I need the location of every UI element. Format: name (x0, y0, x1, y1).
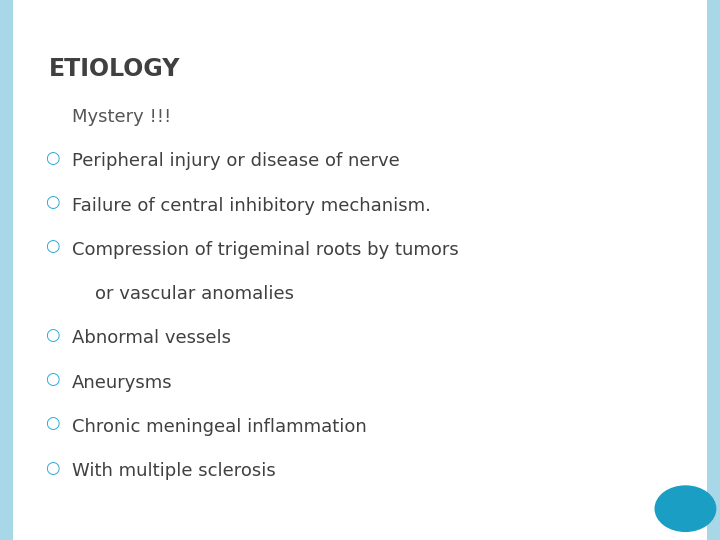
Text: ○: ○ (45, 458, 60, 477)
Text: ○: ○ (45, 237, 60, 255)
Text: ○: ○ (45, 370, 60, 388)
Text: With multiple sclerosis: With multiple sclerosis (72, 462, 276, 480)
Text: Aneurysms: Aneurysms (72, 374, 173, 391)
FancyBboxPatch shape (0, 0, 13, 540)
Text: Mystery !!!: Mystery !!! (49, 108, 171, 126)
Text: ○: ○ (45, 148, 60, 167)
Text: Abnormal vessels: Abnormal vessels (72, 329, 231, 347)
Text: ○: ○ (45, 193, 60, 211)
Text: ○: ○ (45, 414, 60, 433)
Text: Peripheral injury or disease of nerve: Peripheral injury or disease of nerve (72, 152, 400, 170)
Text: or vascular anomalies: or vascular anomalies (72, 285, 294, 303)
Text: Compression of trigeminal roots by tumors: Compression of trigeminal roots by tumor… (72, 241, 459, 259)
Circle shape (655, 486, 716, 531)
FancyBboxPatch shape (707, 0, 720, 540)
Text: Failure of central inhibitory mechanism.: Failure of central inhibitory mechanism. (72, 197, 431, 214)
Text: Chronic meningeal inflammation: Chronic meningeal inflammation (72, 418, 366, 436)
Text: ○: ○ (45, 326, 60, 344)
Text: ETIOLOGY: ETIOLOGY (49, 57, 181, 80)
